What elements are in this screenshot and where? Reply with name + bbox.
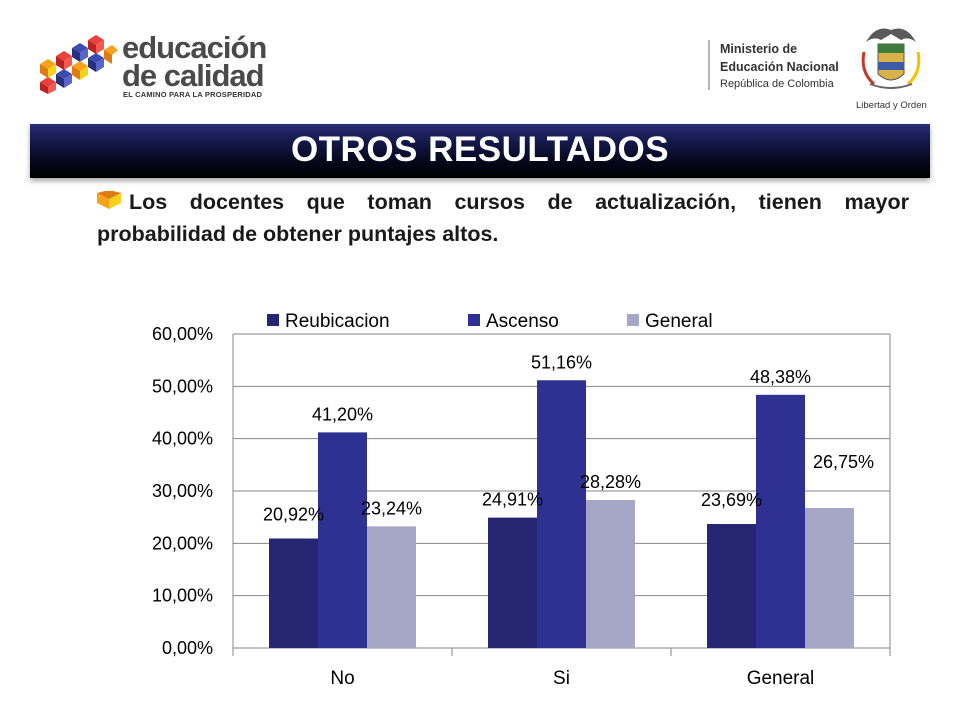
bar-ascenso: [318, 432, 367, 648]
y-tick-label: 60,00%: [152, 324, 213, 344]
bar-value-label: 23,24%: [361, 498, 422, 518]
bars: [269, 380, 854, 648]
x-axis-category-labels: No Si General: [330, 668, 814, 689]
y-tick-label: 20,00%: [152, 533, 213, 553]
ministry-line2: Educación Nacional: [720, 60, 839, 74]
bar-value-label: 24,91%: [482, 490, 543, 510]
brand-tagline: EL CAMINO PARA LA PROSPERIDAD: [123, 90, 263, 99]
title-banner: OTROS RESULTADOS: [30, 124, 930, 178]
bar-reubicacion: [488, 517, 537, 648]
bar-reubicacion: [707, 524, 756, 648]
x-category-label: General: [747, 668, 815, 689]
logo-divider: [708, 40, 710, 90]
intro-paragraph: Los docentes que toman cursos de actuali…: [97, 186, 909, 250]
legend-label: General: [645, 311, 713, 332]
coat-of-arms-icon: [861, 28, 921, 89]
legend: Reubicacion Ascenso General: [267, 311, 713, 332]
brand-line1: educación: [122, 30, 267, 65]
bar-general: [805, 508, 854, 648]
bar-value-label: 20,92%: [263, 505, 324, 525]
y-tick-label: 50,00%: [152, 376, 213, 396]
x-category-label: Si: [553, 668, 570, 689]
y-tick-label: 40,00%: [152, 429, 213, 449]
y-tick-label: 10,00%: [152, 586, 213, 606]
y-tick-label: 30,00%: [152, 481, 213, 501]
bar-value-label: 28,28%: [580, 472, 641, 492]
ministry-line1: Ministerio de: [720, 42, 798, 56]
legend-swatch: [627, 314, 639, 326]
cubes-logo-icon: [40, 35, 118, 94]
bar-value-label: 48,38%: [750, 367, 811, 387]
page-title: OTROS RESULTADOS: [290, 130, 670, 169]
ministry-motto: Libertad y Orden: [856, 100, 927, 111]
legend-label: Ascenso: [486, 311, 559, 332]
y-tick-label: 0,00%: [162, 638, 213, 658]
y-axis-tick-labels: 0,00% 10,00% 20,00% 30,00% 40,00% 50,00% 60,00…: [152, 324, 213, 658]
legend-swatch: [468, 314, 480, 326]
brand-line2: de calidad: [122, 58, 265, 93]
educacion-de-calidad-logo: educación de calidad EL CAMINO PARA LA P…: [30, 28, 270, 100]
ministry-line3: República de Colombia: [720, 78, 834, 90]
bar-chart: 0,00% 10,00% 20,00% 30,00% 40,00% 50,00% 60,00…: [152, 311, 891, 689]
bar-general: [367, 526, 416, 648]
ministerio-logo: Ministerio de Educación Nacional Repúbli…: [708, 22, 938, 114]
bar-ascenso: [537, 380, 586, 648]
bar-value-label: 23,69%: [701, 490, 762, 510]
bar-value-label: 51,16%: [531, 352, 592, 372]
bar-value-label: 26,75%: [813, 452, 874, 472]
bar-reubicacion: [269, 538, 318, 648]
x-category-label: No: [330, 668, 354, 689]
bar-ascenso: [756, 394, 805, 648]
legend-label: Reubicacion: [285, 311, 390, 332]
bar-value-label: 41,20%: [312, 404, 373, 424]
bar-general: [586, 500, 635, 648]
chevron-bullet-icon: [97, 191, 121, 209]
legend-swatch: [267, 314, 279, 326]
bar-value-labels: 20,92% 41,20% 23,24% 24,91% 51,16% 28,28% 23,6…: [263, 352, 874, 524]
intro-text: Los docentes que toman cursos de actuali…: [97, 190, 909, 246]
